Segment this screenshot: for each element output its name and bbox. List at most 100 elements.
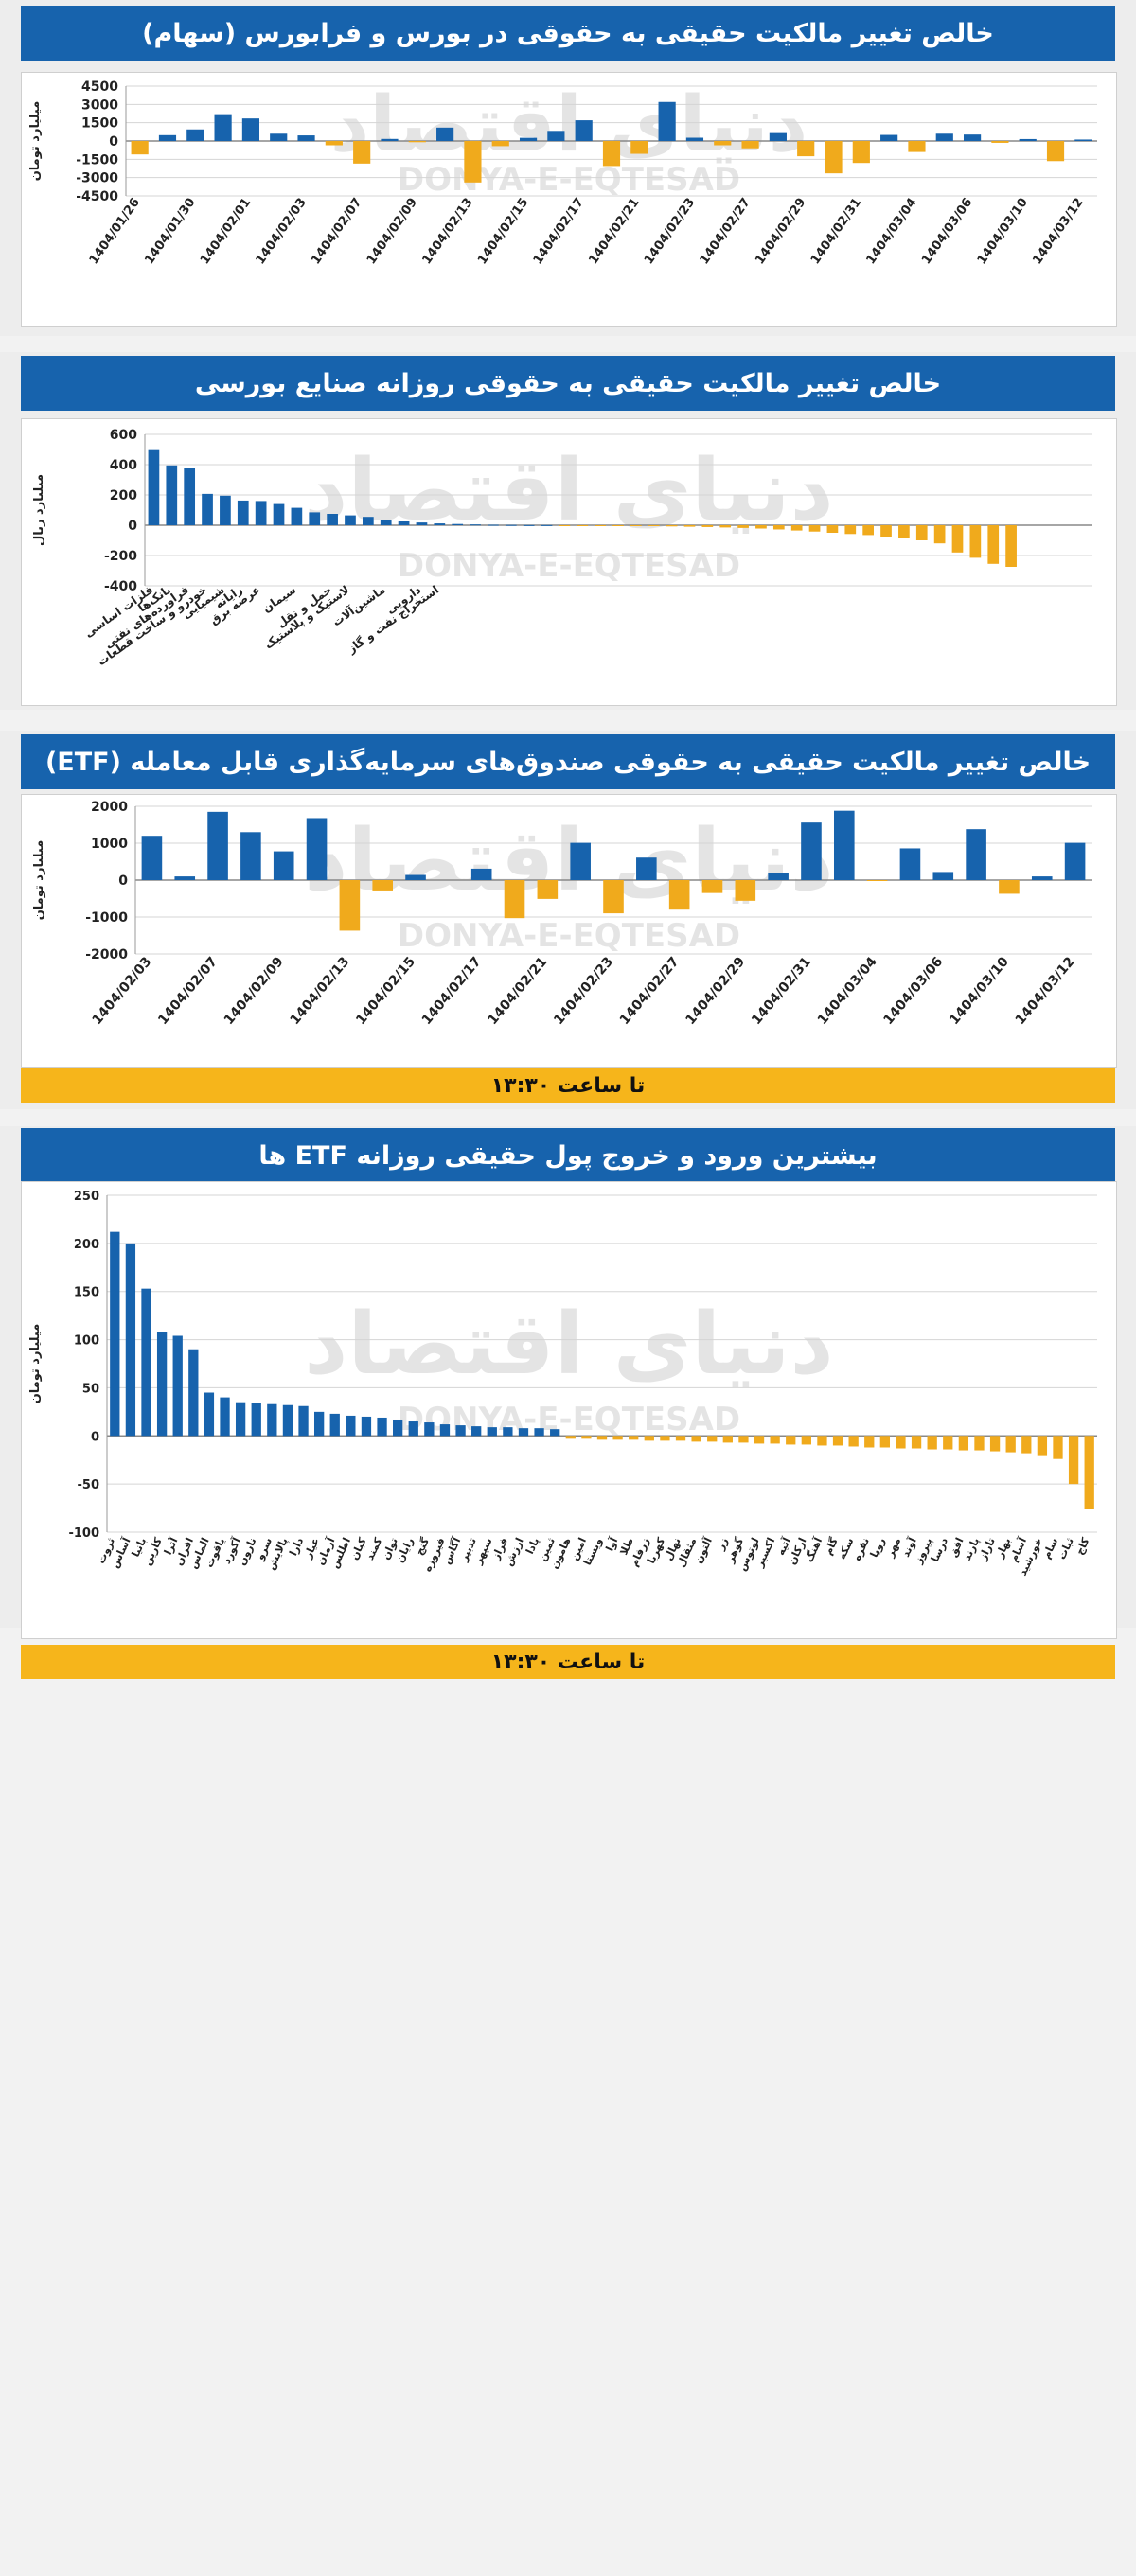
bar: [603, 880, 624, 914]
x-tick-label: 1404/02/13: [288, 954, 353, 1028]
x-tick-label: 1404/02/23: [642, 196, 698, 268]
chart-panel-1: خالص تغییر مالکیت حقیقی به حقوقی در بورس…: [0, 0, 1136, 336]
bar: [363, 517, 374, 525]
bar: [629, 1436, 639, 1440]
bar: [790, 525, 803, 531]
bar: [353, 141, 371, 164]
bar: [534, 1428, 544, 1437]
bar: [291, 507, 303, 525]
bar: [487, 1427, 497, 1437]
bar: [817, 1436, 827, 1446]
bar: [701, 880, 723, 893]
bar: [943, 1436, 953, 1450]
bar: [797, 141, 815, 157]
bar: [908, 141, 926, 152]
bar: [273, 503, 285, 525]
y-tick-label: 0: [128, 519, 137, 534]
watermark-logo: دنیای اقتصاد: [304, 441, 834, 540]
bar: [581, 1436, 592, 1439]
x-tick-label: 1404/02/21: [485, 954, 550, 1028]
bar: [660, 1436, 670, 1441]
x-tick-label: 1404/02/13: [419, 196, 475, 268]
bar: [405, 874, 426, 880]
bar: [915, 525, 928, 540]
watermark-text: DONYA-E-EQTESAD: [398, 1401, 740, 1438]
chart-title: خالص تغییر مالکیت حقیقی به حقوقی صندوق‌ه…: [21, 734, 1115, 789]
x-tick-label: 1404/02/27: [617, 954, 683, 1028]
x-tick-label: 1404/02/07: [155, 954, 221, 1028]
bar: [719, 525, 732, 528]
bar: [636, 857, 657, 880]
bar: [862, 525, 874, 536]
bar: [1074, 139, 1092, 141]
bar: [595, 525, 606, 526]
bar: [864, 1436, 875, 1448]
bar: [204, 1392, 215, 1437]
x-tick-label: 1404/02/03: [90, 954, 155, 1028]
bar: [251, 1403, 261, 1437]
bar: [452, 523, 464, 525]
bar: [273, 851, 294, 880]
bar: [848, 1436, 859, 1447]
x-tick-label: 1404/03/10: [975, 196, 1031, 268]
bar: [207, 811, 228, 880]
bar: [470, 524, 481, 526]
bar: [372, 880, 394, 891]
bar: [241, 118, 260, 141]
y-axis-label: میلیارد تومان: [28, 101, 43, 182]
y-tick-label: -100: [68, 1526, 99, 1541]
y-tick-label: -3000: [76, 171, 118, 186]
bar: [769, 132, 787, 141]
bar: [464, 141, 482, 183]
bar: [327, 514, 338, 525]
x-tick-label: 1404/02/29: [683, 954, 748, 1028]
x-tick-label: ثبات: [1056, 1536, 1076, 1561]
x-tick-label: 1404/02/07: [309, 196, 364, 268]
bar: [339, 880, 361, 931]
y-tick-label: 2000: [91, 800, 128, 815]
watermark-logo: دنیای اقتصاد: [330, 80, 808, 169]
bar: [630, 525, 642, 526]
y-axis-label: میلیارد تومان: [28, 1324, 43, 1404]
bar: [158, 134, 177, 141]
bar: [974, 1436, 985, 1451]
bar: [381, 138, 399, 141]
bar: [612, 525, 624, 526]
bar: [240, 832, 261, 880]
bar: [235, 1402, 246, 1437]
watermark: دنیای اقتصاد DONYA-E-EQTESAD: [304, 1295, 834, 1438]
bar: [380, 520, 392, 525]
y-tick-label: 400: [110, 458, 137, 473]
bar: [471, 1426, 482, 1437]
bar: [329, 1413, 340, 1437]
bar: [214, 114, 232, 141]
y-tick-label: 200: [110, 488, 137, 503]
bar: [398, 521, 410, 525]
watermark-logo: دنیای اقتصاد: [304, 1295, 834, 1394]
x-tick-label: 1404/02/09: [364, 196, 420, 268]
bar: [866, 880, 888, 881]
bar: [958, 1436, 969, 1451]
bar: [559, 525, 571, 526]
watermark-text: DONYA-E-EQTESAD: [398, 161, 740, 199]
chart-title: بیشترین ورود و خروج پول حقیقی روزانه ETF…: [21, 1128, 1115, 1183]
bar: [701, 525, 714, 527]
bar: [267, 1403, 277, 1437]
bar: [346, 1415, 356, 1437]
bar: [825, 141, 843, 174]
chart-frame: دنیای اقتصاد DONYA-E-EQTESAD 2000 1000 0 -100…: [21, 794, 1117, 1068]
chart-frame: دنیای اقتصاد DONYA-E-EQTESAD 4500 3000 1500 0…: [21, 72, 1117, 327]
y-tick-label: 0: [91, 1430, 99, 1444]
bar: [455, 1425, 466, 1437]
bar: [131, 141, 149, 155]
bar: [668, 880, 690, 910]
bar: [658, 101, 676, 141]
bar: [156, 1332, 168, 1437]
bar: [313, 1411, 325, 1437]
bar: [424, 1422, 435, 1437]
y-tick-label: 200: [74, 1238, 99, 1252]
bar: [596, 1436, 608, 1440]
x-tick-label: 1404/03/12: [1013, 954, 1078, 1028]
